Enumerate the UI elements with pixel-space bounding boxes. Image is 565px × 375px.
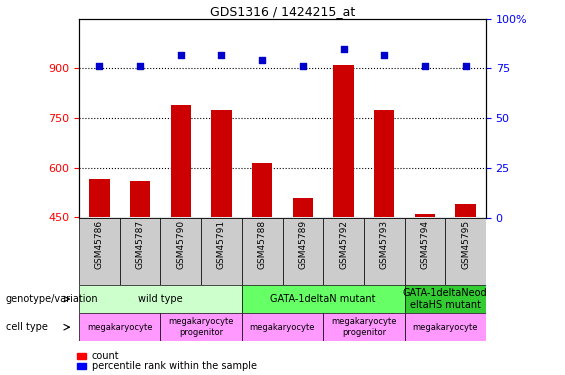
Bar: [242, 313, 323, 341]
Bar: [405, 313, 486, 341]
Bar: [415, 214, 435, 217]
Bar: [160, 217, 201, 285]
Bar: [323, 313, 405, 341]
Bar: [120, 217, 160, 285]
Point: [339, 46, 348, 52]
Bar: [445, 217, 486, 285]
Bar: [201, 217, 242, 285]
Point: [258, 57, 267, 63]
Bar: [242, 217, 282, 285]
Bar: [323, 217, 364, 285]
Point: [461, 63, 470, 69]
Bar: [405, 285, 486, 313]
Text: GSM45795: GSM45795: [461, 220, 470, 269]
Bar: [333, 65, 354, 218]
Bar: [89, 179, 110, 218]
Bar: [252, 163, 272, 218]
Bar: [171, 105, 191, 218]
Bar: [293, 198, 313, 217]
Point: [380, 51, 389, 57]
Bar: [77, 363, 86, 369]
Point: [95, 63, 104, 69]
Text: GATA-1deltaNeod
eltaHS mutant: GATA-1deltaNeod eltaHS mutant: [403, 288, 488, 310]
Bar: [130, 181, 150, 218]
Bar: [282, 217, 323, 285]
Bar: [79, 285, 242, 313]
Text: wild type: wild type: [138, 294, 182, 304]
Bar: [77, 353, 86, 359]
Text: GSM45789: GSM45789: [298, 220, 307, 269]
Text: GATA-1deltaN mutant: GATA-1deltaN mutant: [271, 294, 376, 304]
Text: percentile rank within the sample: percentile rank within the sample: [92, 361, 257, 370]
Point: [136, 63, 145, 69]
Text: megakaryocyte
progenitor: megakaryocyte progenitor: [168, 318, 234, 337]
Bar: [374, 110, 394, 218]
Bar: [455, 204, 476, 218]
Text: GSM45791: GSM45791: [217, 220, 226, 269]
Bar: [79, 313, 160, 341]
Text: GSM45794: GSM45794: [420, 220, 429, 269]
Text: GSM45792: GSM45792: [339, 220, 348, 269]
Text: genotype/variation: genotype/variation: [6, 294, 98, 304]
Title: GDS1316 / 1424215_at: GDS1316 / 1424215_at: [210, 4, 355, 18]
Bar: [405, 217, 445, 285]
Point: [298, 63, 307, 69]
Text: GSM45787: GSM45787: [136, 220, 145, 269]
Text: megakaryocyte
progenitor: megakaryocyte progenitor: [331, 318, 397, 337]
Bar: [79, 217, 120, 285]
Text: GSM45790: GSM45790: [176, 220, 185, 269]
Text: GSM45788: GSM45788: [258, 220, 267, 269]
Text: megakaryocyte: megakaryocyte: [87, 322, 153, 332]
Text: count: count: [92, 351, 119, 361]
Text: cell type: cell type: [6, 322, 47, 332]
Point: [176, 51, 185, 57]
Point: [217, 51, 226, 57]
Point: [420, 63, 429, 69]
Bar: [160, 313, 242, 341]
Bar: [211, 110, 232, 218]
Text: GSM45786: GSM45786: [95, 220, 104, 269]
Text: GSM45793: GSM45793: [380, 220, 389, 269]
Text: megakaryocyte: megakaryocyte: [250, 322, 315, 332]
Bar: [364, 217, 405, 285]
Text: megakaryocyte: megakaryocyte: [412, 322, 478, 332]
Bar: [242, 285, 405, 313]
